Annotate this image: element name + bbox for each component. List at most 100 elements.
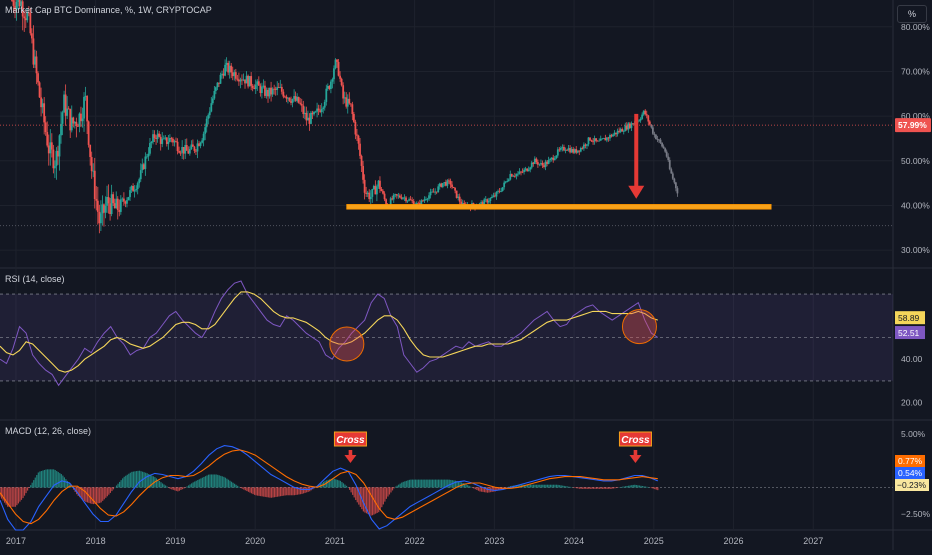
candle-body [292, 99, 294, 103]
macd-histogram-bar [432, 480, 433, 488]
candle-body [517, 174, 519, 175]
candle-body [195, 151, 197, 152]
candle-body [134, 190, 136, 191]
macd-histogram-bar [196, 481, 197, 488]
candle-body [457, 197, 459, 198]
candle-body [235, 72, 237, 79]
macd-histogram-bar [168, 487, 169, 488]
candle-body [402, 198, 404, 199]
candle-body [436, 192, 438, 193]
candle-body [463, 203, 465, 204]
macd-histogram-bar [58, 472, 59, 488]
macd-histogram-bar [133, 472, 134, 488]
macd-histogram-bar [21, 487, 22, 500]
candle-body [348, 99, 350, 104]
candle-body [506, 181, 508, 182]
macd-histogram-bar [145, 473, 146, 488]
macd-histogram-bar [255, 487, 256, 495]
macd-histogram-bar [96, 487, 97, 503]
candle-body [491, 197, 493, 198]
candle-body [223, 74, 225, 76]
candle-body [105, 206, 107, 213]
macd-histogram-bar [219, 475, 220, 487]
candle-body [598, 141, 600, 142]
macd-histogram-bar [177, 487, 178, 491]
candle-body [318, 109, 320, 111]
candle-body [450, 181, 452, 185]
candle-body [447, 180, 449, 185]
macd-histogram-bar [643, 486, 644, 487]
macd-title: MACD (12, 26, close) [5, 426, 91, 436]
candle-body [279, 87, 281, 88]
candle-body [525, 169, 527, 170]
candle-body [327, 86, 329, 89]
macd-histogram-bar [173, 487, 174, 490]
macd-histogram-bar [533, 485, 534, 488]
candle-body [578, 150, 580, 151]
candle-body [353, 114, 355, 122]
macd-histogram-bar [16, 487, 17, 505]
candle-body [201, 140, 203, 142]
candle-body [583, 145, 585, 149]
candle-body [333, 68, 335, 79]
macd-histogram-bar [349, 487, 350, 490]
candle-body [534, 159, 536, 164]
candle-body [368, 193, 370, 199]
macd-histogram-bar [634, 485, 635, 488]
macd-histogram-bar [418, 480, 419, 488]
candle-body [660, 140, 662, 143]
macd-histogram-bar [208, 475, 209, 488]
candle-body [115, 199, 117, 209]
macd-histogram-bar [343, 483, 344, 487]
candle-body [378, 181, 380, 187]
candle-body [379, 181, 381, 189]
candle-body [543, 165, 545, 167]
candle-body [629, 123, 631, 127]
macd-histogram-bar [466, 484, 467, 487]
candle-body [594, 138, 596, 141]
candle-body [100, 213, 102, 223]
candle-body [535, 159, 537, 162]
candle-body [603, 138, 605, 139]
candle-body [233, 72, 235, 76]
macd-histogram-bar [159, 481, 160, 488]
candle-body [169, 138, 171, 142]
candle-body [669, 160, 671, 169]
macd-histogram-bar [370, 487, 371, 515]
macd-histogram-bar [559, 485, 560, 487]
rsi-y-tick-label: 20.00 [901, 398, 923, 408]
percent-scale-button[interactable]: % [897, 5, 927, 23]
candle-body [51, 142, 53, 149]
candle-body [677, 188, 679, 193]
macd-histogram-bar [409, 480, 410, 488]
candle-body [411, 200, 413, 201]
candle-body [480, 202, 482, 204]
candle-body [155, 138, 157, 139]
macd-histogram-bar [547, 485, 548, 488]
macd-histogram-bar [352, 487, 353, 495]
macd-histogram-bar [449, 480, 450, 488]
macd-histogram-bar [254, 487, 255, 495]
macd-histogram-bar [259, 487, 260, 496]
candle-body [232, 72, 234, 76]
candle-body [117, 199, 119, 210]
macd-histogram-bar [544, 485, 545, 488]
candle-body [197, 143, 199, 151]
candle-body [672, 173, 674, 178]
macd-histogram-bar [41, 471, 42, 488]
candle-body [275, 89, 277, 90]
macd-histogram-bar [604, 487, 605, 489]
candle-body [646, 114, 648, 115]
candle-body [454, 188, 456, 191]
macd-histogram-bar [111, 487, 112, 491]
macd-histogram-bar [412, 480, 413, 488]
macd-histogram-bar [101, 487, 102, 502]
macd-histogram-bar [565, 486, 566, 487]
candle-body [261, 87, 263, 93]
macd-histogram-bar [332, 478, 333, 487]
x-tick-label: 2022 [405, 536, 425, 546]
candle-body [141, 164, 143, 170]
candle-body [128, 197, 130, 200]
candle-body [351, 104, 353, 114]
macd-histogram-bar [199, 479, 200, 487]
